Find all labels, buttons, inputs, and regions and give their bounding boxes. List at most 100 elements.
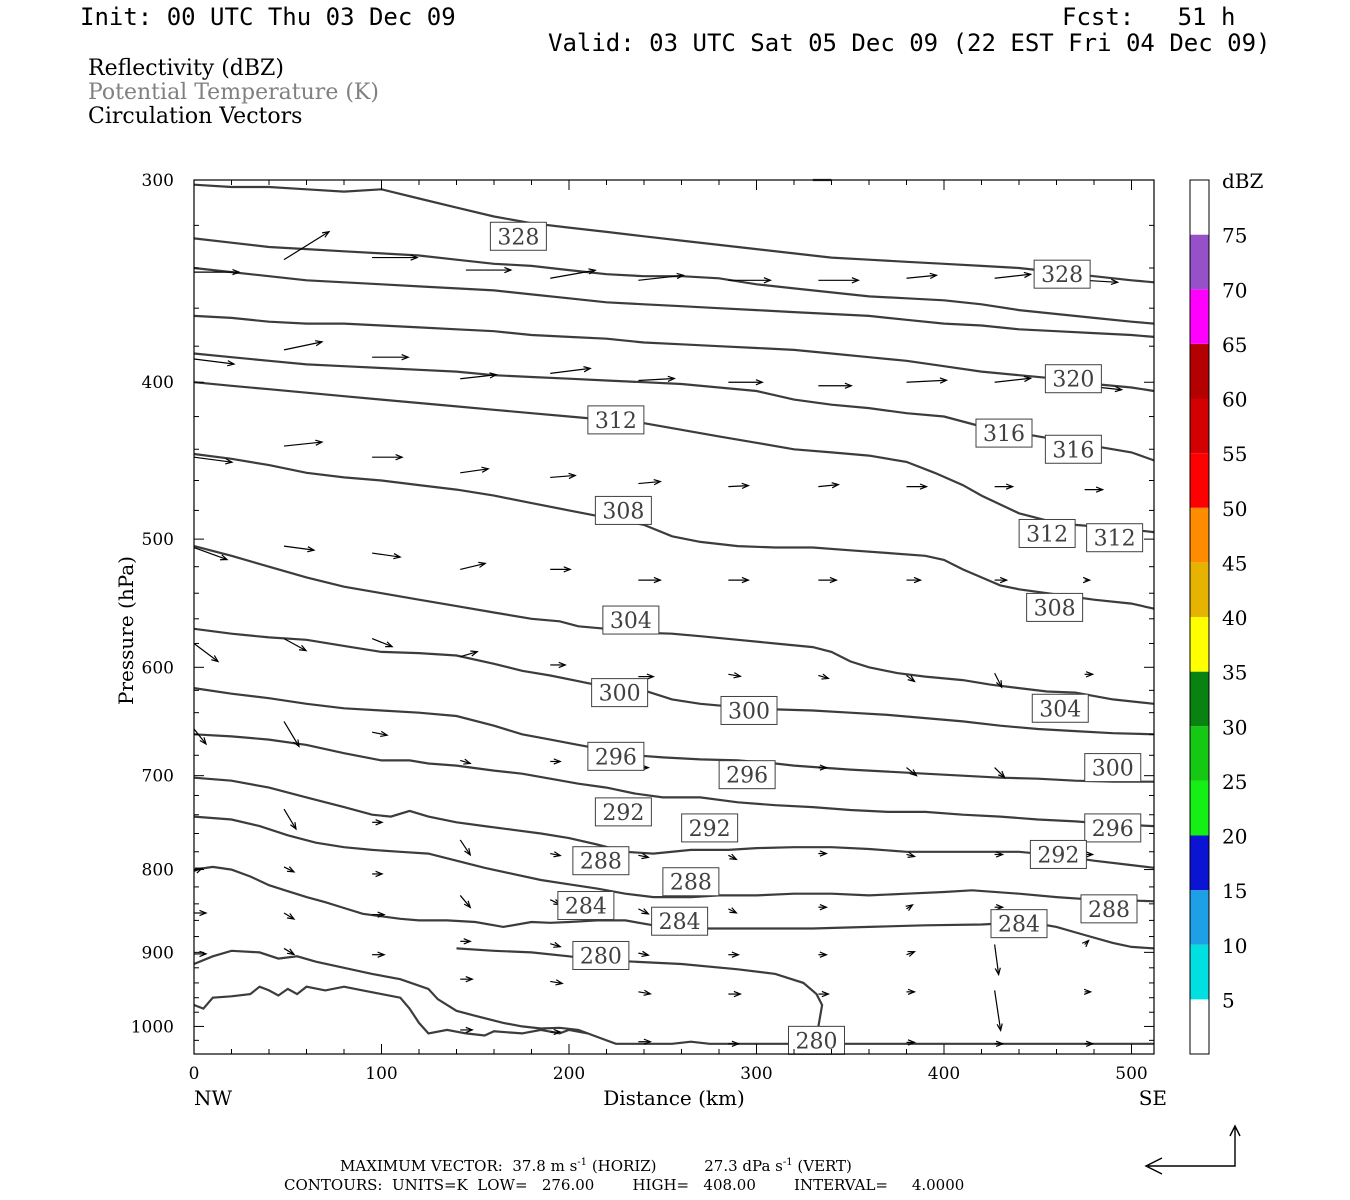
circulation-vector (283, 439, 324, 447)
contour-label: 312 (1086, 523, 1144, 553)
colorbar-swatch (1190, 507, 1209, 563)
circulation-vector (905, 903, 914, 911)
colorbar-swatch (1190, 234, 1209, 290)
circulation-vector (994, 904, 1005, 911)
circulation-vector (818, 904, 828, 911)
theta-contour-308 (193, 545, 1155, 705)
colorbar-tick-label: 25 (1222, 770, 1247, 794)
theta-contour-332 (193, 183, 1155, 284)
circulation-vector (372, 870, 384, 878)
x-tick-label: 200 (553, 1064, 585, 1084)
x-tick-label: 500 (1115, 1064, 1147, 1084)
circulation-vector (1084, 1040, 1095, 1047)
svg-text:300: 300 (599, 682, 641, 707)
circulation-vector (728, 672, 742, 679)
svg-text:316: 316 (1052, 438, 1094, 463)
circulation-vector (638, 908, 650, 915)
theta-contour-312 (193, 452, 1155, 610)
circulation-vector (994, 944, 1001, 977)
svg-text:304: 304 (1039, 697, 1081, 722)
circulation-vector (728, 853, 738, 861)
circulation-vector (818, 382, 853, 389)
circulation-vector (638, 673, 655, 680)
svg-text:280: 280 (580, 944, 622, 969)
theta-contour-304 (193, 627, 1155, 736)
circulation-vector (372, 951, 386, 958)
plot-frame (193, 179, 1155, 1055)
circulation-vector (1084, 486, 1105, 493)
circulation-vector (372, 354, 410, 361)
circulation-vector (906, 851, 917, 858)
circulation-vector (1083, 988, 1093, 995)
contour-label: 292 (681, 813, 739, 843)
field-reflectivity: Reflectivity (dBZ) (88, 56, 284, 81)
contour-label: 300 (591, 678, 649, 708)
circulation-vector (460, 938, 472, 945)
circulation-vector (818, 482, 840, 489)
colorbar-swatch (1190, 780, 1209, 836)
contour-label: 308 (594, 495, 652, 525)
circulation-vector (550, 979, 564, 986)
contour-label: 288 (1080, 894, 1138, 924)
svg-text:284: 284 (659, 910, 701, 935)
circulation-vector (728, 951, 740, 958)
svg-text:280: 280 (796, 1029, 838, 1054)
svg-text:328: 328 (497, 225, 539, 250)
x-axis-title: Distance (km) (603, 1086, 745, 1110)
circulation-vector (372, 552, 402, 560)
colorbar-swatch (1190, 671, 1209, 727)
circulation-vector (638, 576, 662, 584)
circulation-vector (1081, 939, 1090, 948)
axes: 0 100 200 300 400 500 300 400 500 600 700 800 900 100… (131, 171, 1154, 1084)
circulation-vector (193, 358, 236, 367)
circulation-vector (818, 990, 830, 998)
reference-vector-icon (1144, 1124, 1241, 1175)
circulation-vector (818, 673, 830, 680)
colorbar-swatch (1190, 180, 1209, 235)
contour-label: 328 (489, 221, 547, 251)
circulation-vector (1082, 576, 1092, 584)
svg-text:308: 308 (602, 499, 644, 524)
max-vector-label: MAXIMUM VECTOR: (340, 1157, 503, 1175)
circulation-vector (906, 272, 939, 280)
contour-labels: 328 328 320 312 316 316 308 312 312 304 308 300 300 3… (489, 221, 1144, 1055)
circulation-vector (906, 1039, 917, 1046)
colorbar-tick-label: 30 (1222, 715, 1247, 739)
field-circulation-vectors: Circulation Vectors (88, 104, 303, 129)
svg-text:320: 320 (1052, 368, 1094, 393)
circulation-vector (638, 950, 650, 957)
circulation-vector (906, 988, 917, 995)
circulation-vector (283, 866, 296, 873)
circulation-vector (994, 271, 1033, 279)
y-tick-label: 600 (142, 658, 174, 678)
circulation-vector (550, 472, 577, 480)
circulation-vector (372, 911, 386, 918)
circulation-vector (465, 266, 513, 274)
circulation-vector (994, 375, 1033, 383)
colorbar-tick-label: 15 (1222, 879, 1247, 903)
circulation-vector (193, 728, 208, 746)
circulation-vector (550, 941, 562, 948)
circulation-vector (460, 1026, 474, 1034)
colorbar-tick-label: 20 (1222, 825, 1247, 849)
circulation-vector (994, 990, 1003, 1032)
colorbar-title: dBZ (1222, 169, 1264, 193)
circulation-vector (283, 721, 300, 748)
contour-label: 284 (651, 906, 709, 936)
theta-contour-292 (193, 776, 1155, 869)
svg-text:304: 304 (610, 609, 652, 634)
colorbar-swatch (1190, 999, 1209, 1054)
circulation-vector (728, 277, 772, 284)
contour-label: 312 (587, 405, 645, 435)
circulation-vector (638, 375, 676, 382)
colorbar-tick-label: 65 (1222, 333, 1247, 357)
theta-contour-316 (193, 381, 1155, 534)
contour-label: 308 (1026, 592, 1084, 622)
circulation-vector (459, 895, 472, 909)
colorbar-swatch (1190, 726, 1209, 781)
contour-label: 300 (720, 695, 778, 725)
circulation-vector (818, 764, 828, 771)
contour-label: 292 (594, 797, 652, 827)
circulation-vector (460, 650, 479, 658)
svg-text:292: 292 (602, 801, 644, 826)
